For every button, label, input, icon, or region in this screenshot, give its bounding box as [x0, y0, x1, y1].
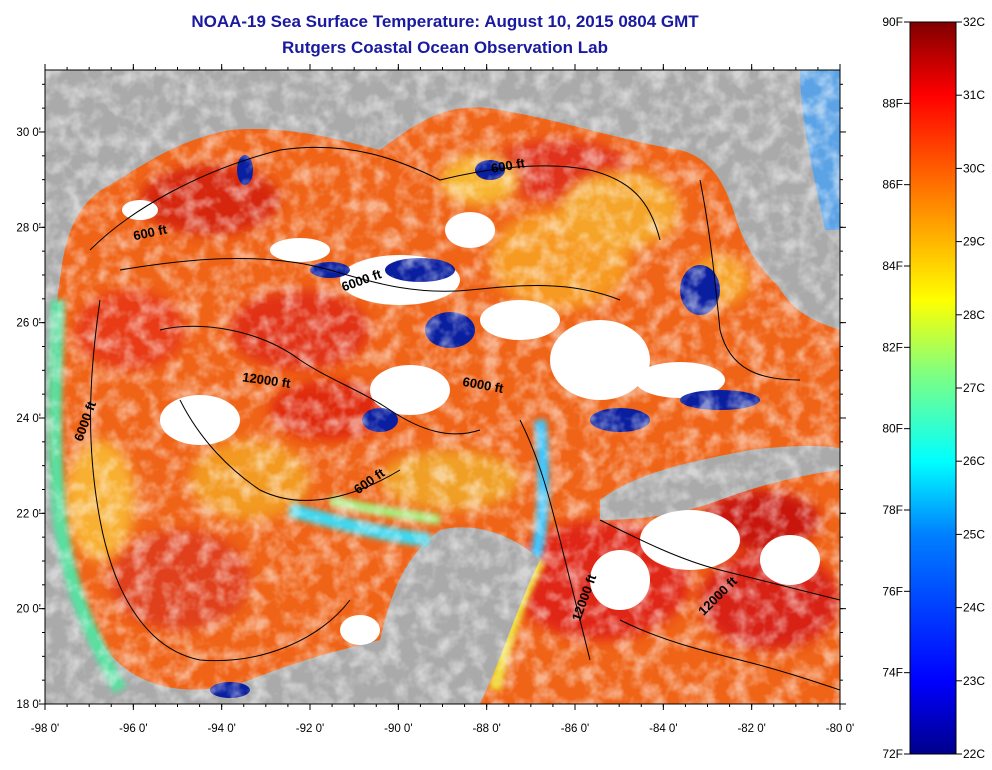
colorbar-c-label: 27C — [963, 381, 985, 395]
colorbar-f-label: 78F — [882, 503, 903, 517]
lat-tick-label: 18 0' — [16, 699, 41, 711]
lon-tick-label: -80 0' — [826, 723, 854, 735]
colorbar-f-label: 74F — [882, 666, 903, 680]
colorbar-f-label: 84F — [882, 259, 903, 273]
colorbar-c-label: 25C — [963, 527, 985, 541]
lon-tick-label: -82 0' — [737, 723, 765, 735]
lon-tick-label: -98 0' — [31, 723, 59, 735]
contour-label: 600 ft — [490, 155, 527, 176]
lon-tick-label: -94 0' — [207, 723, 235, 735]
colorbar-f-label: 76F — [882, 584, 903, 598]
colorbar-fahrenheit-labels: 90F 88F 86F 84F 82F 80F 78F 76F 74F 72F — [882, 15, 910, 761]
latitude-axis: 30 0' 28 0' 26 0' 24 0' 22 0' 20 0' 18 0' — [16, 127, 846, 711]
lat-tick-label: 24 0' — [16, 413, 41, 425]
map-title: NOAA-19 Sea Surface Temperature: August … — [191, 12, 699, 31]
bathymetry-contours — [89, 146, 840, 691]
colorbar-gradient — [909, 21, 957, 755]
colorbar-f-label: 90F — [882, 15, 903, 29]
lat-tick-label: 20 0' — [16, 604, 41, 616]
lon-tick-label: -90 0' — [384, 723, 412, 735]
contour-label: 600 ft — [132, 221, 169, 243]
colorbar-f-label: 80F — [882, 422, 903, 436]
colorbar-f-label: 72F — [882, 747, 903, 761]
lat-tick-label: 30 0' — [16, 127, 41, 139]
colorbar-c-label: 26C — [963, 454, 985, 468]
map-subtitle: Rutgers Coastal Ocean Observation Lab — [282, 38, 608, 57]
colorbar: 90F 88F 86F 84F 82F 80F 78F 76F 74F 72F 32C 31C 30C… — [882, 15, 985, 761]
lat-tick-label: 22 0' — [16, 508, 41, 520]
lat-tick-label: 26 0' — [16, 318, 41, 330]
colorbar-c-label: 32C — [963, 15, 985, 29]
colorbar-c-label: 31C — [963, 88, 985, 102]
lon-tick-label: -92 0' — [296, 723, 324, 735]
colorbar-c-label: 22C — [963, 747, 985, 761]
colorbar-f-label: 82F — [882, 340, 903, 354]
colorbar-c-label: 30C — [963, 161, 985, 175]
lon-tick-label: -86 0' — [561, 723, 589, 735]
cloud-speckle — [45, 70, 840, 704]
colorbar-c-label: 28C — [963, 308, 985, 322]
lat-tick-label: 28 0' — [16, 222, 41, 234]
frame-minor-ticks — [42, 67, 843, 707]
colorbar-c-label: 23C — [963, 674, 985, 688]
colorbar-c-label: 29C — [963, 235, 985, 249]
longitude-axis: -98 0' -96 0' -94 0' -92 0' -90 0' -88 0' -86 … — [31, 64, 854, 735]
colorbar-f-label: 88F — [882, 96, 903, 110]
contour-label: 6000 ft — [461, 374, 505, 396]
lon-tick-label: -84 0' — [649, 723, 677, 735]
lon-tick-label: -88 0' — [472, 723, 500, 735]
lon-tick-label: -96 0' — [119, 723, 147, 735]
contour-label: 12000 ft — [241, 369, 292, 391]
colorbar-f-label: 86F — [882, 178, 903, 192]
colorbar-c-label: 24C — [963, 601, 985, 615]
colorbar-celsius-labels: 32C 31C 30C 29C 28C 27C 26C 25C 24C 23C 22C — [956, 15, 985, 761]
